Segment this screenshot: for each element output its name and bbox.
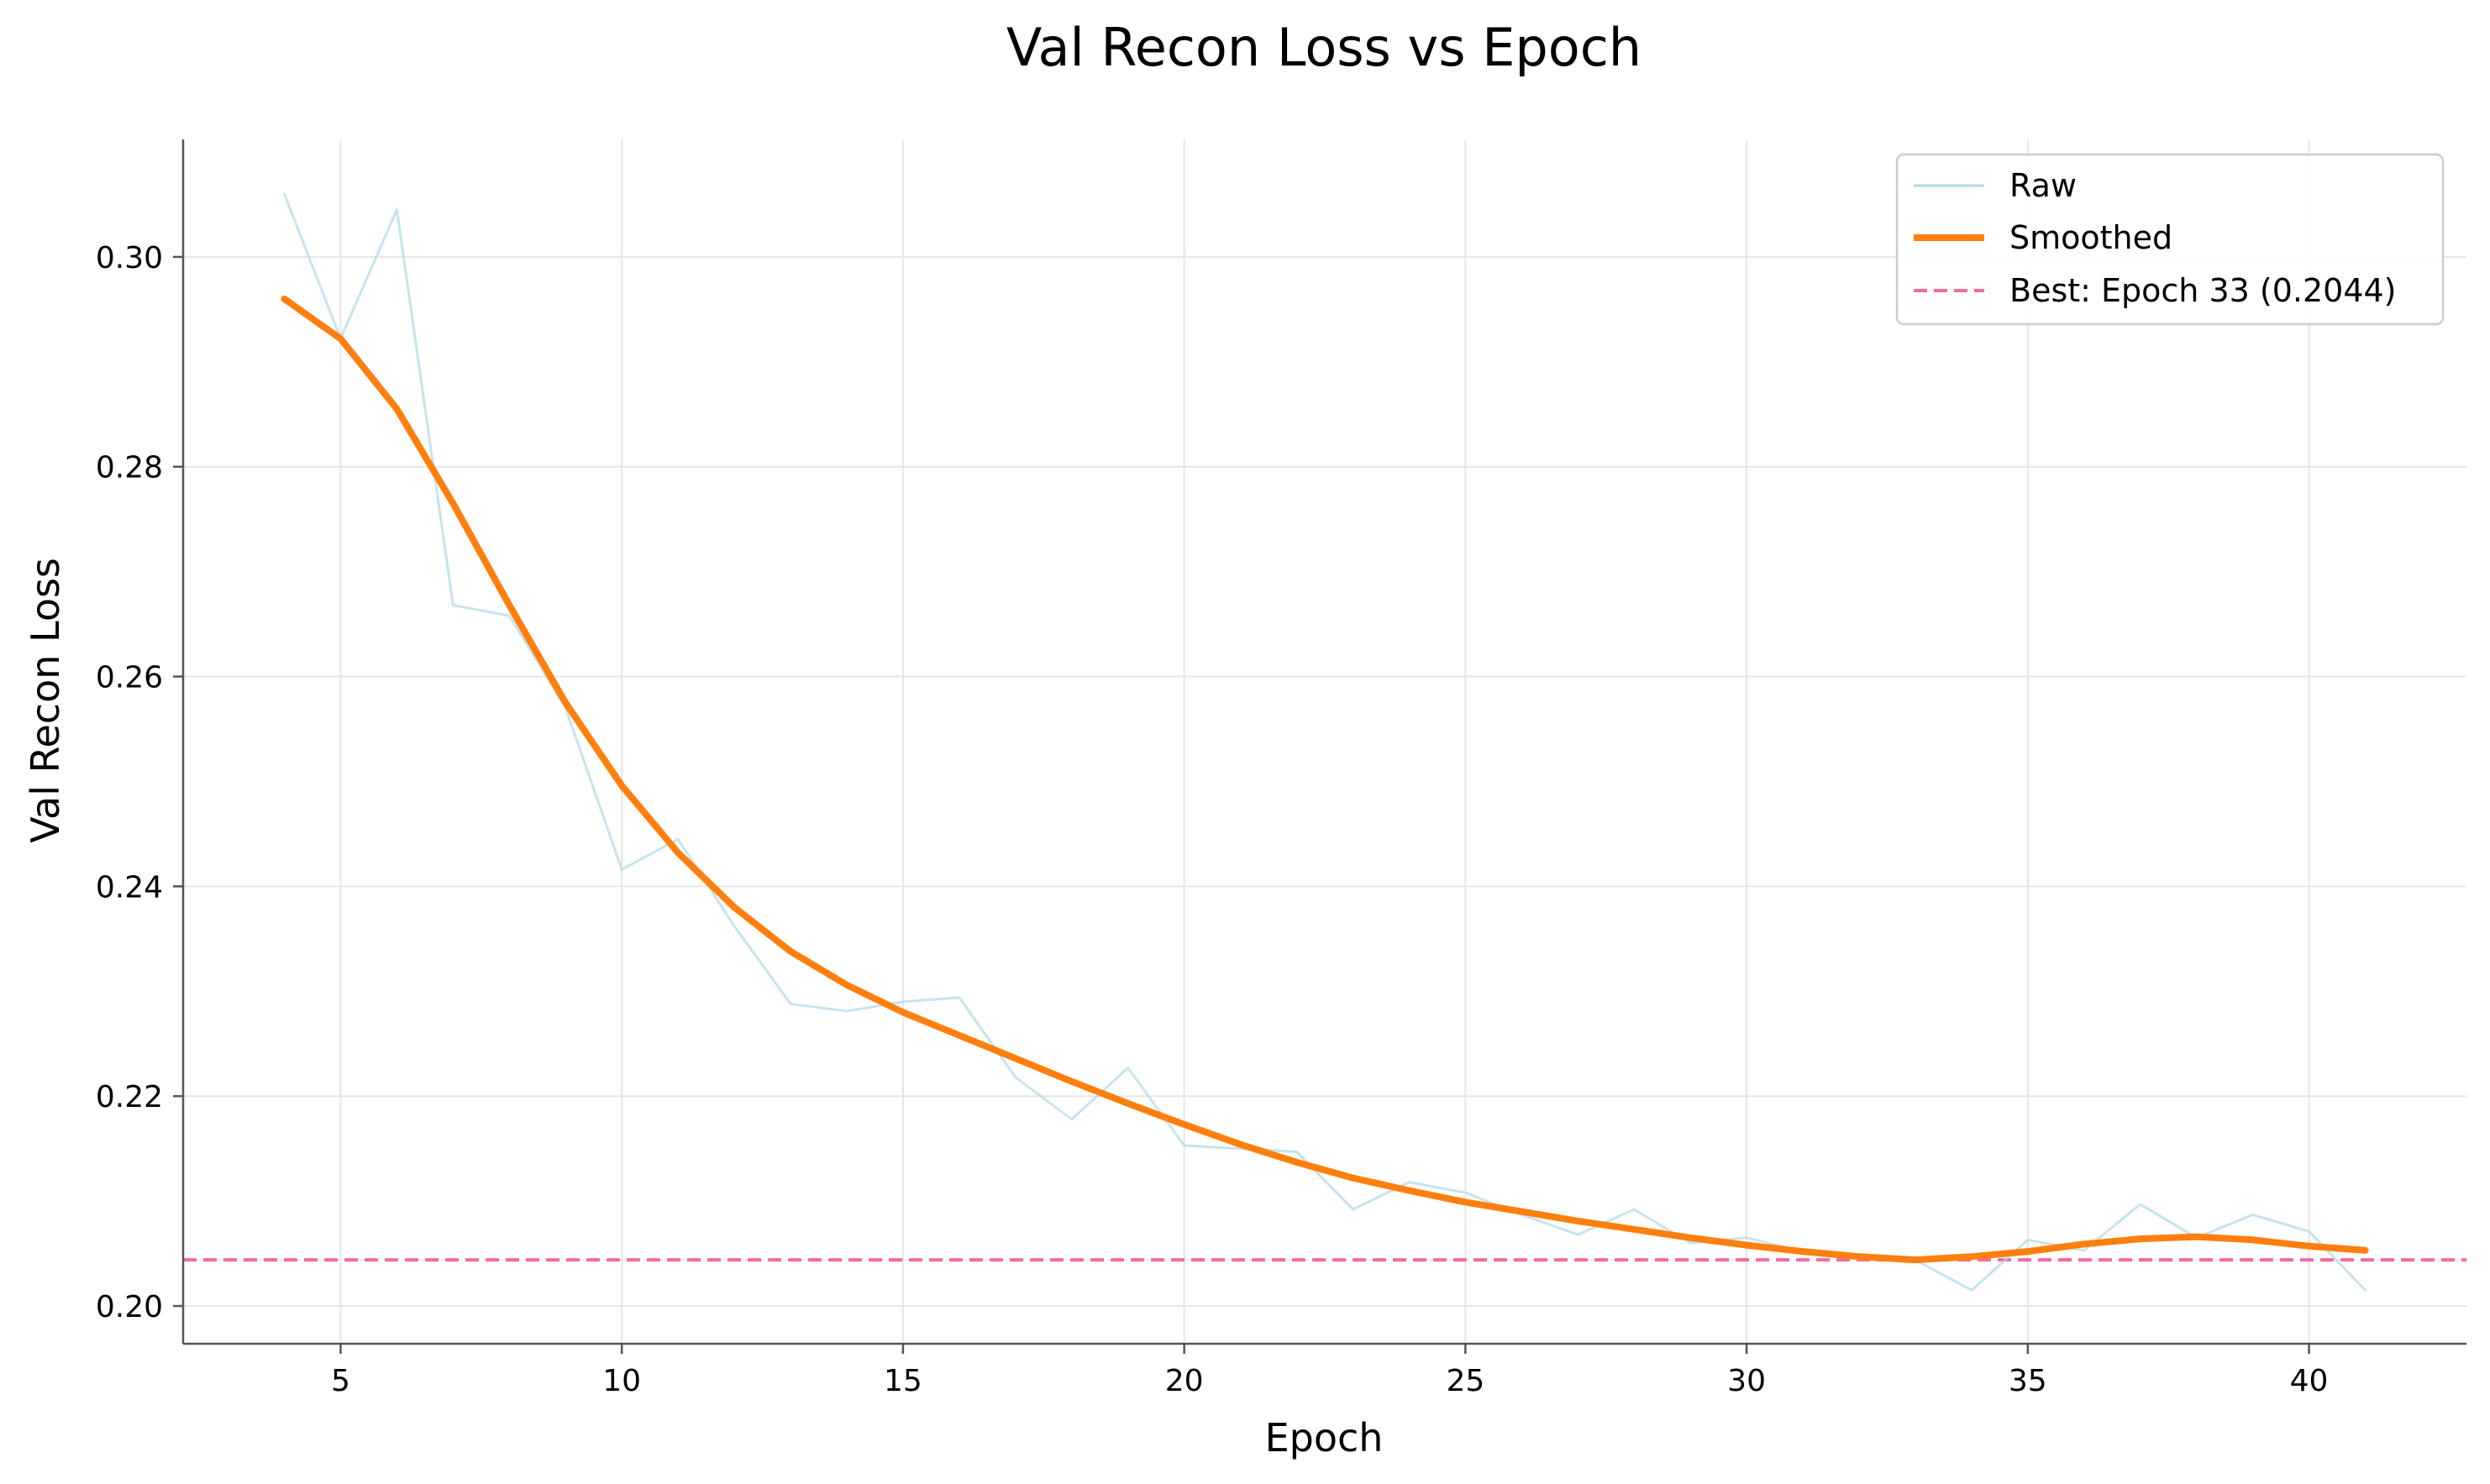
y-tick-label-0.24: 0.24 <box>96 870 163 905</box>
x-tick-label-20: 20 <box>1165 1364 1204 1398</box>
y-axis-label: Val Recon Loss <box>23 558 68 843</box>
x-tick-label-40: 40 <box>2290 1364 2329 1398</box>
x-axis-label: Epoch <box>1265 1415 1384 1460</box>
legend-label-best: Best: Epoch 33 (0.2044) <box>2009 272 2397 309</box>
series-line-raw <box>283 192 2367 1292</box>
chart-title: Val Recon Loss vs Epoch <box>1006 17 1642 78</box>
series-layer <box>281 192 2369 1292</box>
legend: Raw Smoothed Best: Epoch 33 (0.2044) <box>1895 153 2445 326</box>
y-tick-label-0.26: 0.26 <box>96 661 163 695</box>
legend-frame <box>1895 153 2445 326</box>
series-line-smoothed <box>281 295 2369 1264</box>
x-tick-label-10: 10 <box>602 1364 641 1398</box>
x-tick-label-30: 30 <box>1727 1364 1766 1398</box>
x-tick-label-25: 25 <box>1446 1364 1484 1398</box>
tick-labels: 5 10 15 20 25 30 35 40 0.20 0.22 0.24 0.26 0.28 0.30 <box>96 241 2329 1398</box>
y-tick-label-0.20: 0.20 <box>96 1290 163 1324</box>
y-tick-label-0.22: 0.22 <box>96 1080 163 1114</box>
axes <box>173 139 2466 1354</box>
legend-label-smoothed: Smoothed <box>2009 219 2172 256</box>
y-tick-label-0.30: 0.30 <box>96 241 163 275</box>
y-tick-label-0.28: 0.28 <box>96 451 163 485</box>
x-tick-label-15: 15 <box>884 1364 922 1398</box>
x-tick-label-5: 5 <box>331 1364 350 1398</box>
x-tick-label-35: 35 <box>2009 1364 2047 1398</box>
legend-label-raw: Raw <box>2009 167 2077 204</box>
